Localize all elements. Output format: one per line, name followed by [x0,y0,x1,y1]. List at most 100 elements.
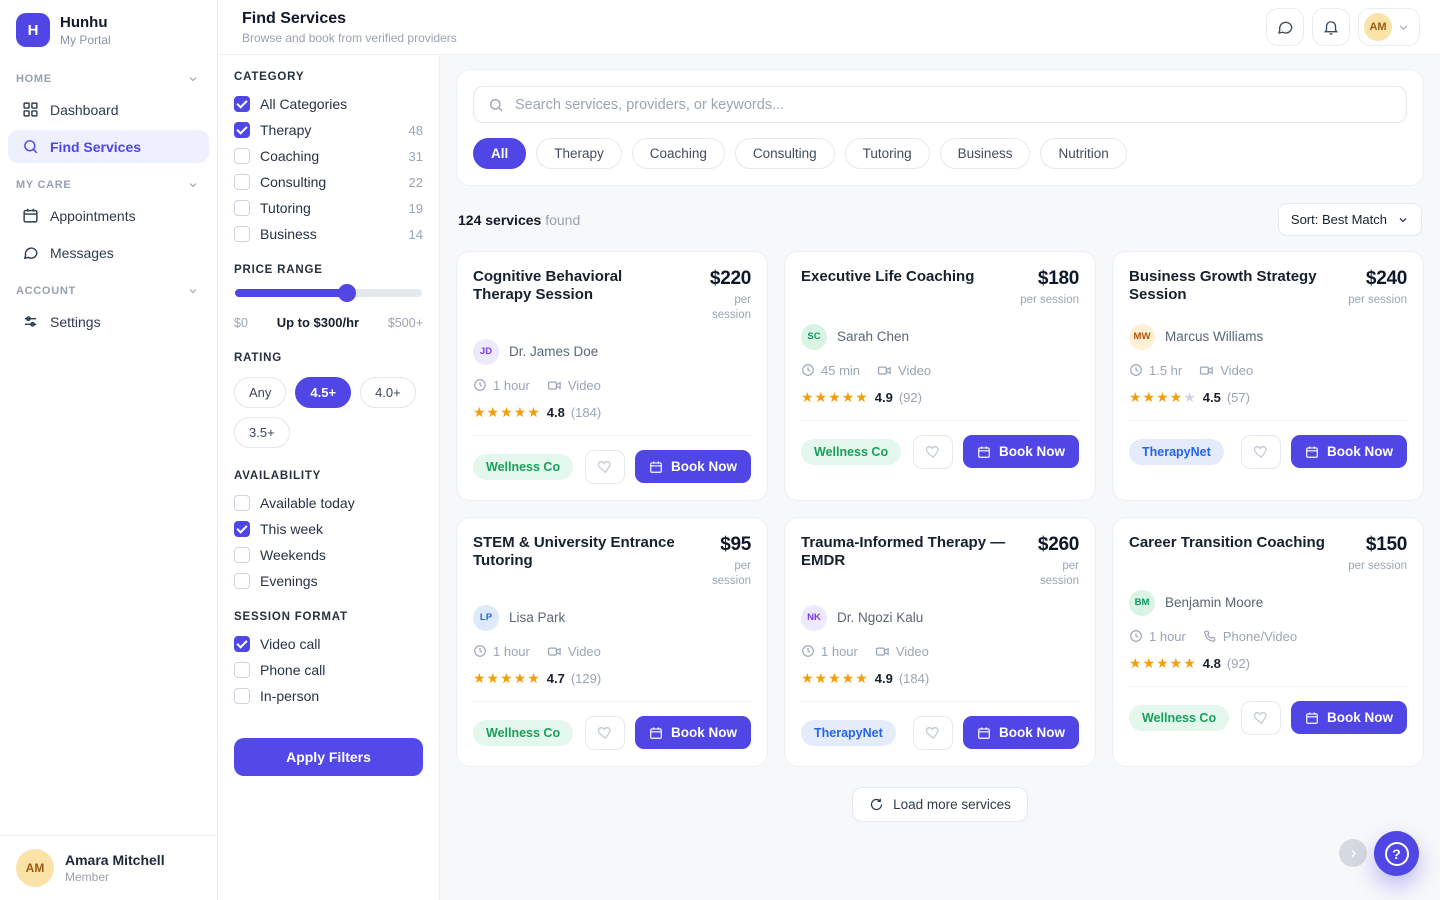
apply-filters-button[interactable]: Apply Filters [234,738,423,776]
checkbox[interactable] [234,495,250,511]
review-count: (184) [898,670,930,686]
filter-evenings[interactable]: Evenings [234,573,423,589]
filter-in-person[interactable]: In-person [234,688,423,704]
results-count-suffix: found [541,211,581,228]
rating-pill-4-5[interactable]: 4.5+ [295,377,352,408]
book-now-button[interactable]: Book Now [1291,435,1407,469]
notifications-button[interactable] [1312,8,1350,46]
sidebar-item-appointments[interactable]: Appointments [8,199,209,232]
book-now-button[interactable]: Book Now [635,450,751,484]
org-badge: Wellness Co [473,453,574,480]
rating-pill-3-5[interactable]: 3.5+ [234,417,290,448]
search-box[interactable] [473,86,1407,123]
provider-name: Lisa Park [509,610,566,626]
filter-tutoring[interactable]: Tutoring 19 [234,200,423,216]
rating-value: 4.9 [874,389,893,405]
rating-pill-4-0[interactable]: 4.0+ [360,377,416,408]
filter-label: Evenings [260,573,318,589]
duration: 1 hour [821,643,858,659]
duration: 1 hour [493,377,530,393]
provider-row: JD Dr. James Doe [473,338,751,365]
price-slider-fill [235,289,348,297]
sidebar-item-dashboard[interactable]: Dashboard [8,93,209,126]
sidebar-item-find-services[interactable]: Find Services [8,130,209,163]
filter-therapy[interactable]: Therapy 48 [234,122,423,138]
favorite-button[interactable] [1241,700,1281,735]
sidebar-user[interactable]: AM Amara Mitchell Member [0,835,217,900]
category-pill-therapy[interactable]: Therapy [536,138,622,169]
checkbox[interactable] [234,200,250,216]
checkbox[interactable] [234,226,250,242]
book-now-button[interactable]: Book Now [963,716,1079,750]
nav-section-my-care[interactable]: MY CARE [0,165,217,197]
price-unit: per session [1020,294,1079,306]
sidebar-item-settings[interactable]: Settings [8,305,209,338]
checkbox[interactable] [234,122,250,138]
sidebar-item-messages[interactable]: Messages [8,236,209,269]
favorite-button[interactable] [1241,434,1281,469]
filter-business[interactable]: Business 14 [234,226,423,242]
search-input[interactable] [515,96,1392,113]
book-now-button[interactable]: Book Now [1291,701,1407,735]
category-pill-business[interactable]: Business [939,138,1031,169]
category-pill-coaching[interactable]: Coaching [631,138,725,169]
book-now-button[interactable]: Book Now [635,716,751,750]
book-now-button[interactable]: Book Now [963,435,1079,469]
rating-row: ★★★★★ 4.8 (184) [473,404,751,421]
filter-label: Coaching [260,148,320,164]
scroll-next-button[interactable] [1339,839,1367,867]
heart-icon [1253,446,1267,459]
rating-value: 4.5 [1202,389,1221,405]
checkbox[interactable] [234,688,250,704]
filter-all-categories[interactable]: All Categories [234,96,423,112]
service-title: Trauma-Informed Therapy — EMDR [801,533,1006,569]
org-badge: TherapyNet [801,719,896,746]
checkbox[interactable] [234,148,250,164]
review-count: (92) [898,389,922,405]
filter-consulting[interactable]: Consulting 22 [234,174,423,190]
favorite-button[interactable] [913,715,953,750]
price-slider-thumb[interactable] [338,284,357,302]
favorite-button[interactable] [585,715,625,750]
checkbox[interactable] [234,636,250,652]
filter-count: 31 [408,148,423,164]
calendar-icon [1306,446,1318,458]
checkbox[interactable] [234,662,250,678]
filter-this-week[interactable]: This week [234,521,423,537]
help-button[interactable]: ? [1374,831,1419,876]
nav-section-home[interactable]: HOME [0,59,217,91]
filter-coaching[interactable]: Coaching 31 [234,148,423,164]
price-slider[interactable] [235,284,422,302]
nav-section-account[interactable]: ACCOUNT [0,271,217,303]
category-pill-nutrition[interactable]: Nutrition [1040,138,1127,169]
checkbox[interactable] [234,547,250,563]
clock-icon [802,364,814,377]
duration: 1.5 hr [1149,362,1183,378]
rating-pill-any[interactable]: Any [234,377,287,408]
star-icons: ★★★★★ [473,403,541,420]
top-header: Find Services Browse and book from verif… [218,0,1440,55]
checkbox[interactable] [234,96,250,112]
checkbox[interactable] [234,174,250,190]
filter-label: Weekends [260,547,326,563]
sort-dropdown[interactable]: Sort: Best Match [1277,203,1422,236]
brand-logo: H [16,13,50,47]
category-pill-all[interactable]: All [473,138,527,169]
filter-video-call[interactable]: Video call [234,636,423,652]
checkbox[interactable] [234,521,250,537]
account-menu[interactable]: AM [1358,8,1420,46]
category-pill-consulting[interactable]: Consulting [734,138,835,169]
filter-weekends[interactable]: Weekends [234,547,423,563]
filter-available-today[interactable]: Available today [234,495,423,511]
service-title: Career Transition Coaching [1129,533,1325,551]
filter-phone-call[interactable]: Phone call [234,662,423,678]
filter-sidebar: CATEGORY All Categories Therapy 48 Coachi… [218,55,440,900]
chat-bubble-icon [1278,21,1293,34]
favorite-button[interactable] [585,449,625,484]
checkbox[interactable] [234,573,250,589]
favorite-button[interactable] [913,434,953,469]
rating-row: ★★★★★ 4.7 (129) [473,670,751,687]
category-pill-tutoring[interactable]: Tutoring [844,138,930,169]
messages-button[interactable] [1266,8,1304,46]
load-more-button[interactable]: Load more services [852,786,1028,822]
